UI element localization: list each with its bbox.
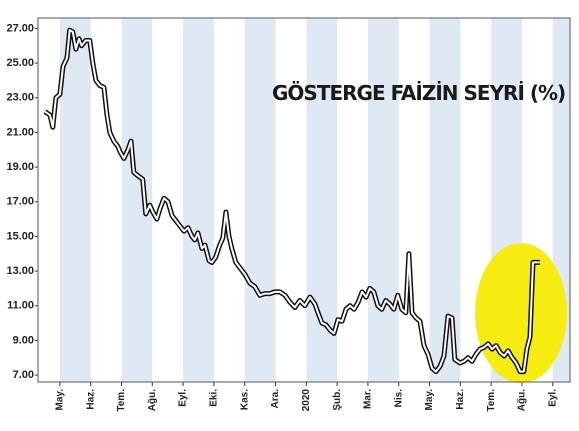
plot-frame (37, 17, 571, 383)
x-tick-label: May. (424, 389, 435, 411)
x-tick-label: May. (55, 389, 66, 411)
month-band (183, 18, 214, 382)
x-tick-label: Haz. (85, 389, 96, 410)
x-tick-label: 2020 (301, 389, 312, 412)
y-tick-label: 25.00 (6, 57, 34, 69)
x-tick-label: Kas. (239, 389, 250, 410)
y-tick-label: 13.00 (6, 265, 34, 277)
month-band (59, 18, 91, 382)
y-tick-label: 7.00 (13, 369, 34, 381)
x-tick-label: Ağu. (517, 389, 528, 411)
x-tick-label: Şub. (332, 389, 343, 411)
x-tick-label: Tem. (486, 389, 497, 412)
highlight-circle (475, 243, 567, 383)
line-layer (43, 27, 540, 375)
y-tick-label: 21.00 (6, 126, 34, 138)
chart-title: GÖSTERGE FAİZİN SEYRİ (%) (272, 81, 565, 105)
x-tick-label: Ağu. (147, 389, 158, 411)
x-tick-label: Nis. (393, 389, 404, 408)
y-tick-label: 17.00 (6, 196, 34, 208)
x-tick-label: Tem. (116, 389, 127, 412)
x-tick-label: Eyl. (178, 389, 189, 407)
axes: May. Haz. Tem. Ağu. Eyl. Eki. Kas. Ara. 2020 Şub.… (6, 22, 558, 411)
month-band (429, 18, 461, 382)
line-inner (44, 29, 540, 373)
month-band (121, 18, 153, 382)
month-band (306, 18, 338, 382)
y-tick-label: 15.00 (6, 230, 34, 242)
y-tick-label: 19.00 (6, 161, 34, 173)
y-tick-label: 23.00 (6, 92, 34, 104)
month-band (367, 18, 399, 382)
x-tick-label: Eyl. (547, 389, 558, 407)
x-tick-label: Mar. (363, 389, 374, 409)
x-tick-label: Eki. (209, 389, 220, 407)
y-tick-label: 11.00 (7, 300, 34, 312)
y-tick-label: 27.00 (6, 22, 34, 34)
month-band (244, 18, 276, 382)
x-tick-label: Haz. (455, 389, 466, 410)
x-tick-label: Ara. (270, 389, 281, 409)
y-tick-label: 9.00 (13, 334, 34, 346)
